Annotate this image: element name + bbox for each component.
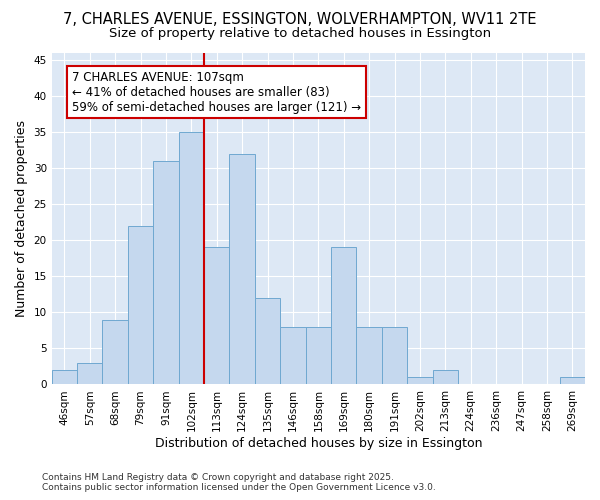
Y-axis label: Number of detached properties: Number of detached properties <box>15 120 28 317</box>
Bar <box>280 326 305 384</box>
Text: Size of property relative to detached houses in Essington: Size of property relative to detached ho… <box>109 28 491 40</box>
Text: 7, CHARLES AVENUE, ESSINGTON, WOLVERHAMPTON, WV11 2TE: 7, CHARLES AVENUE, ESSINGTON, WOLVERHAMP… <box>63 12 537 28</box>
Text: Contains HM Land Registry data © Crown copyright and database right 2025.
Contai: Contains HM Land Registry data © Crown c… <box>42 473 436 492</box>
X-axis label: Distribution of detached houses by size in Essington: Distribution of detached houses by size … <box>155 437 482 450</box>
Bar <box>229 154 255 384</box>
Bar <box>179 132 204 384</box>
Bar <box>52 370 77 384</box>
Bar <box>331 248 356 384</box>
Bar <box>103 320 128 384</box>
Bar <box>77 363 103 384</box>
Bar <box>305 326 331 384</box>
Bar <box>560 377 585 384</box>
Bar <box>407 377 433 384</box>
Bar <box>382 326 407 384</box>
Bar <box>204 248 229 384</box>
Bar <box>128 226 153 384</box>
Bar <box>433 370 458 384</box>
Bar <box>153 160 179 384</box>
Bar <box>255 298 280 384</box>
Bar <box>356 326 382 384</box>
Text: 7 CHARLES AVENUE: 107sqm
← 41% of detached houses are smaller (83)
59% of semi-d: 7 CHARLES AVENUE: 107sqm ← 41% of detach… <box>72 70 361 114</box>
